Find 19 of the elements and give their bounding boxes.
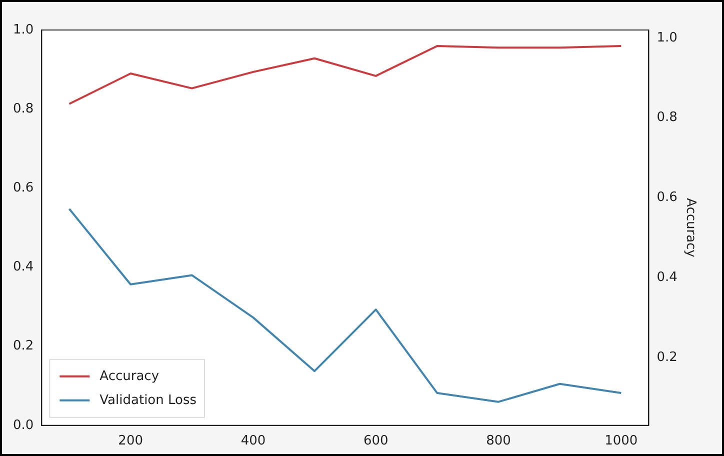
legend-label: Accuracy	[100, 368, 160, 384]
y-tick-label: 0.6	[12, 180, 34, 196]
legend-label: Validation Loss	[100, 392, 197, 408]
y-tick-label: 1.0	[12, 22, 34, 38]
x-tick-label: 200	[118, 434, 143, 449]
y-tick-label: 0.0	[12, 418, 34, 433]
x-tick-label: 600	[363, 434, 388, 449]
y-tick-label: 0.2	[12, 338, 34, 354]
x-tick-label: 800	[486, 434, 511, 449]
x-tick-label: 1000	[604, 434, 638, 449]
y-tick-label: 0.8	[12, 101, 34, 116]
y2-tick-label: 0.6	[656, 190, 678, 206]
y2-tick-label: 1.0	[656, 30, 678, 46]
y2-tick-label: 0.4	[656, 270, 678, 285]
y-tick-label: 0.4	[12, 260, 34, 275]
x-tick-label: 400	[240, 434, 266, 449]
y2-tick-label: 0.8	[656, 110, 678, 126]
y2-tick-label: 0.2	[656, 350, 678, 365]
y2-axis-title: Accuracy	[682, 198, 698, 258]
